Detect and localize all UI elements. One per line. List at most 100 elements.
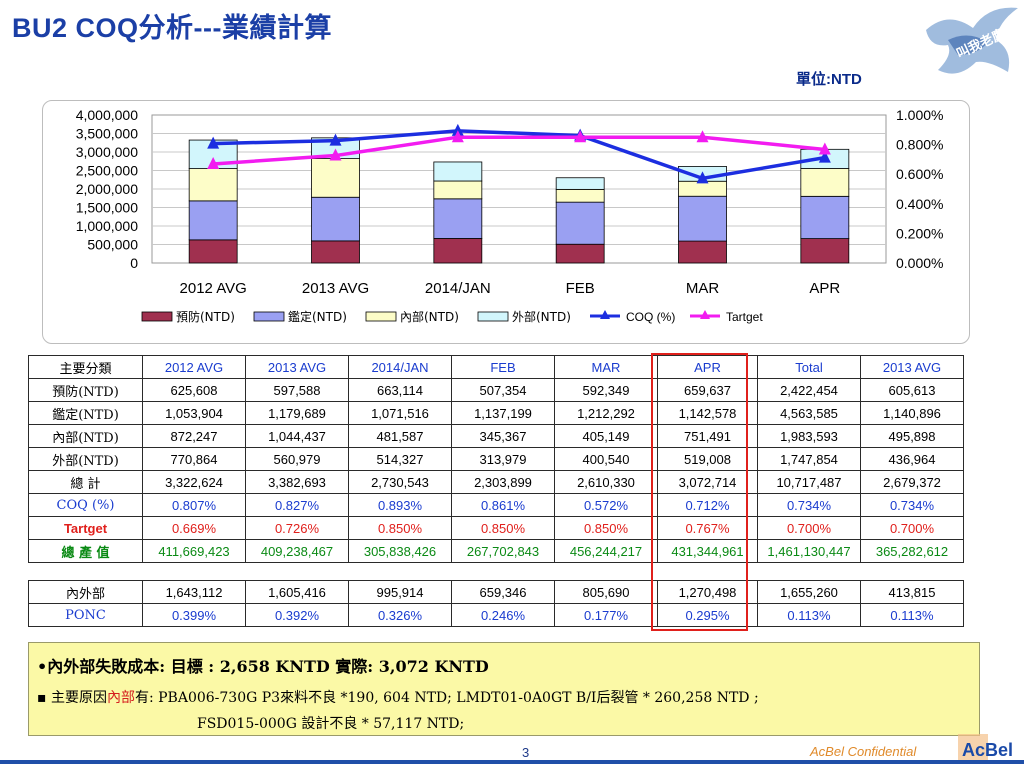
bar-segment <box>188 239 238 264</box>
note-reason-prefix: ▪ 主要原因 <box>37 690 107 706</box>
table-cell: 1,270,498 <box>657 580 758 604</box>
bar-segment <box>311 196 360 242</box>
table-cell: 0.572% <box>554 493 658 517</box>
table-cell: 481,587 <box>348 424 452 448</box>
table-cell: 663,114 <box>348 378 452 402</box>
acbel-logo-text: AcBel <box>962 740 1013 760</box>
row-label: COQ (%) <box>28 493 143 517</box>
table-cell: MAR <box>554 355 658 379</box>
table-row: 總 計 3,322,624 3,382,693 2,730,543 2,303,899 2… <box>28 470 964 494</box>
table-row: 鑑定(NTD) 1,053,904 1,179,689 1,071,516 1,137,… <box>28 401 964 425</box>
row-label: 外部(NTD) <box>28 447 143 471</box>
bar-segment <box>433 180 483 200</box>
legend-swatch <box>141 311 173 322</box>
y-tick-label: 1,500,000 <box>76 200 138 216</box>
note-main-reason: ▪ 主要原因內部有: PBA006-730G P3來料不良 *190, 604 … <box>37 687 759 707</box>
table-cell: 514,327 <box>348 447 452 471</box>
note-reason-detail: 有: PBA006-730G P3來料不良 *190, 604 NTD; LMD… <box>134 690 759 706</box>
bar-segment <box>555 177 605 190</box>
row-label: 總 產 值 <box>28 539 143 563</box>
x-tick-label: 2012 AVG <box>180 280 247 297</box>
y-tick-label: 2,000,000 <box>76 181 138 197</box>
bar-segment <box>188 200 238 241</box>
table-cell: 1,142,578 <box>657 401 758 425</box>
acbel-logo: AcBel <box>958 734 1013 762</box>
series-line <box>213 135 826 166</box>
confidential-label: AcBel Confidential <box>810 744 917 759</box>
bar-segment <box>311 158 360 198</box>
table-cell: 1,643,112 <box>142 580 246 604</box>
table-cell: 0.700% <box>860 516 964 540</box>
table-cell: 995,914 <box>348 580 452 604</box>
table-cell: 3,322,624 <box>142 470 246 494</box>
legend-swatch <box>477 311 509 322</box>
table-cell: Total <box>757 355 861 379</box>
table-cell: 411,669,423 <box>142 539 246 563</box>
table-cell: FEB <box>451 355 555 379</box>
table-cell: 409,238,467 <box>245 539 349 563</box>
table-cell: 592,349 <box>554 378 658 402</box>
table-cell: 0.850% <box>451 516 555 540</box>
table-cell: 659,637 <box>657 378 758 402</box>
table-cell: 400,540 <box>554 447 658 471</box>
table-cell: 1,044,437 <box>245 424 349 448</box>
table-cell: 2,422,454 <box>757 378 861 402</box>
x-tick-label: 2014/JAN <box>425 280 491 297</box>
table-cell: 2,730,543 <box>348 470 452 494</box>
table-cell: 0.326% <box>348 603 452 627</box>
table-row: 預防(NTD) 625,608 597,588 663,114 507,354 592,3… <box>28 378 964 402</box>
line-point <box>818 150 831 163</box>
table-cell: 413,815 <box>860 580 964 604</box>
note-design-defect: FSD015-000G 設計不良 * 57,117 NTD; <box>197 716 465 732</box>
table-cell: 2013 AVG <box>245 355 349 379</box>
table-cell: 2014/JAN <box>348 355 452 379</box>
bar-segment <box>678 240 727 264</box>
legend-swatch <box>365 311 397 322</box>
line-point <box>207 156 220 169</box>
table-cell: 1,605,416 <box>245 580 349 604</box>
y2-tick-label: 0.200% <box>896 225 943 241</box>
table-cell: 0.392% <box>245 603 349 627</box>
table-cell: 1,655,260 <box>757 580 861 604</box>
y-tick-label: 0 <box>130 255 138 271</box>
x-tick-label: APR <box>809 280 840 297</box>
table-cell: 0.113% <box>757 603 861 627</box>
table-cell: 0.726% <box>245 516 349 540</box>
table-cell: 751,491 <box>657 424 758 448</box>
table-cell: 1,461,130,447 <box>757 539 861 563</box>
table-row: 總 產 值 411,669,423 409,238,467 305,838,426 26… <box>28 539 964 563</box>
table-cell: 405,149 <box>554 424 658 448</box>
table-cell: 2012 AVG <box>142 355 246 379</box>
line-point <box>451 130 464 143</box>
page-title: BU2 COQ分析---業績計算 <box>12 13 332 43</box>
legend-label: 內部(NTD) <box>400 309 459 324</box>
y2-tick-label: 1.000% <box>896 107 943 123</box>
line-point <box>574 130 587 143</box>
table-cell: 0.850% <box>554 516 658 540</box>
bar-segment <box>311 240 360 264</box>
line-point <box>451 123 464 136</box>
table-row: COQ (%) 0.807% 0.827% 0.893% 0.861% 0.572% 0.7… <box>28 493 964 517</box>
footer-line <box>0 760 1024 764</box>
row-label: 鑑定(NTD) <box>28 401 143 425</box>
x-tick-label: MAR <box>686 280 720 297</box>
table-row: 內部(NTD) 872,247 1,044,437 481,587 345,367 405… <box>28 424 964 448</box>
y2-tick-label: 0.400% <box>896 196 943 212</box>
bar-segment <box>678 180 727 197</box>
y-tick-label: 2,500,000 <box>76 163 138 179</box>
table-cell: 597,588 <box>245 378 349 402</box>
eagle-logo: 叫我老鷹! <box>926 7 1018 74</box>
y-tick-label: 3,000,000 <box>76 144 138 160</box>
table-cell: 0.712% <box>657 493 758 517</box>
legend-label: 預防(NTD) <box>176 309 235 324</box>
ponc-table: 內外部 1,643,112 1,605,416 995,914 659,346 805,6… <box>28 580 964 627</box>
row-label: 內部(NTD) <box>28 424 143 448</box>
legend-swatch <box>253 311 285 322</box>
line-point <box>696 171 709 184</box>
notes-box: •內外部失敗成本: 目標 : 2,658 KNTD 實際: 3,072 KNTD… <box>28 642 980 736</box>
table-cell: 659,346 <box>451 580 555 604</box>
table-cell: 2,610,330 <box>554 470 658 494</box>
table-cell: 0.893% <box>348 493 452 517</box>
row-label: PONC <box>28 603 143 627</box>
table-cell: 0.700% <box>757 516 861 540</box>
